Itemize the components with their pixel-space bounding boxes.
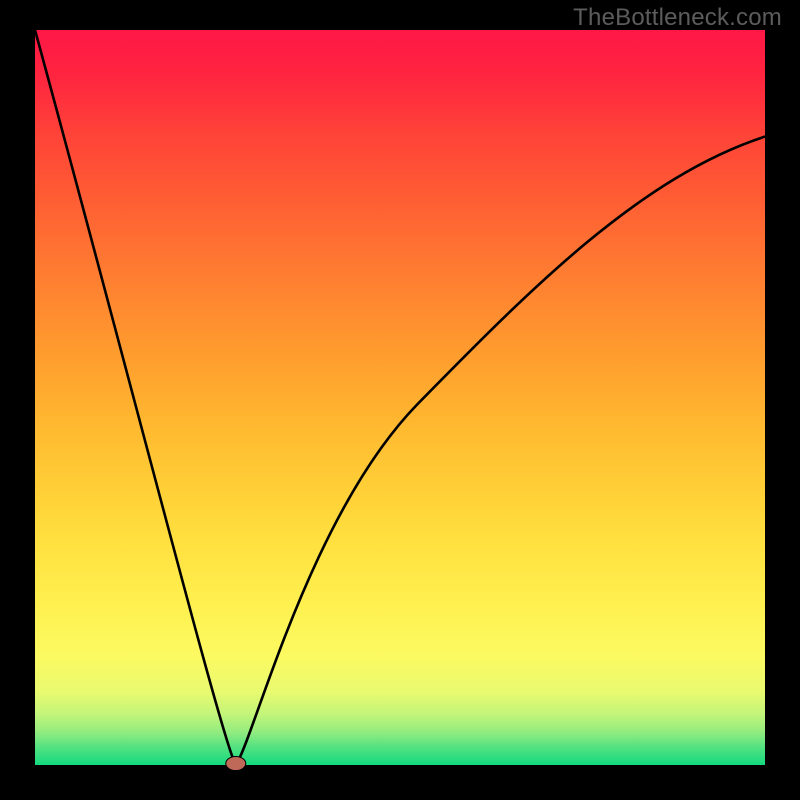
chart-stage: TheBottleneck.com (0, 0, 800, 800)
watermark-text: TheBottleneck.com (573, 4, 782, 32)
bottleneck-chart (0, 0, 800, 800)
notch-marker (226, 757, 246, 771)
plot-background (35, 30, 765, 765)
